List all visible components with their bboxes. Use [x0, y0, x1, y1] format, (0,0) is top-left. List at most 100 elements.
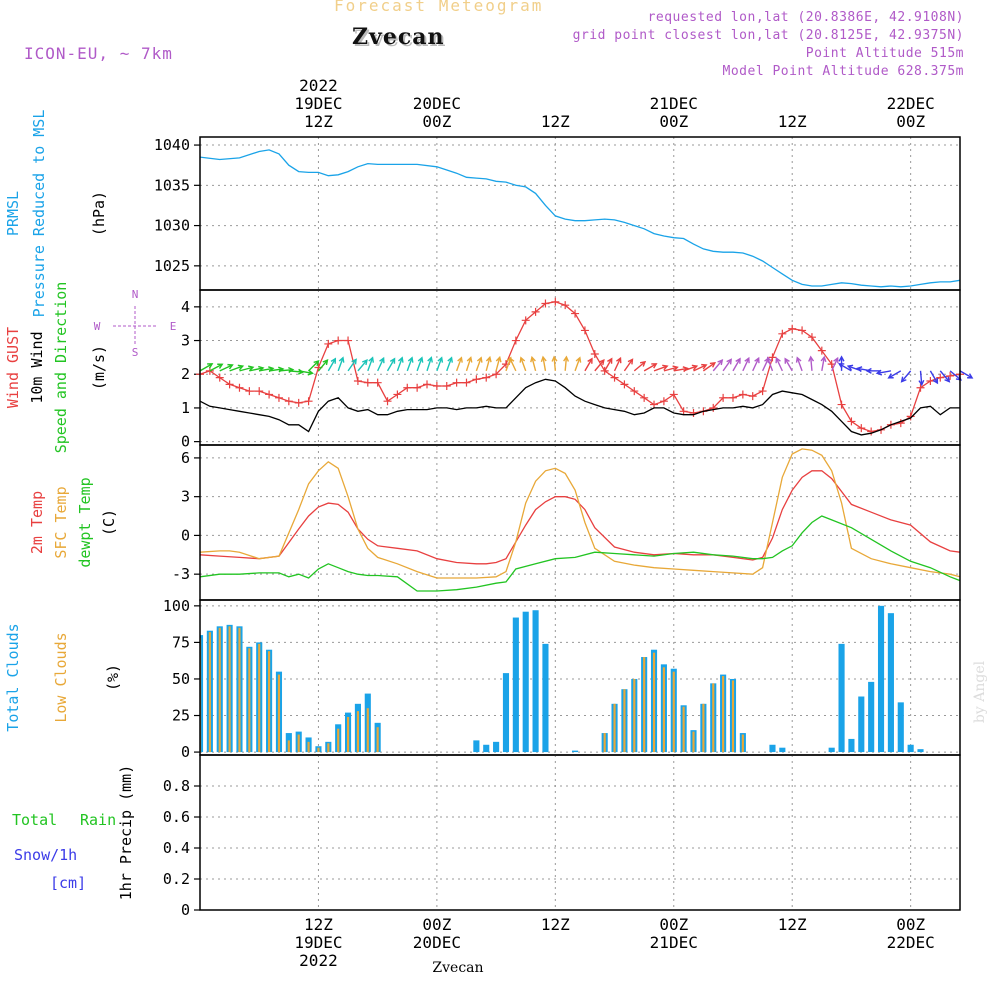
- wind-direction-arrow: [732, 358, 741, 372]
- y-tick-label: 3: [181, 488, 190, 506]
- t2m-line: [200, 470, 960, 565]
- footer-place: Zvecan: [432, 960, 483, 976]
- gust-marker: [768, 353, 777, 362]
- top-time-label: 2022: [299, 76, 338, 95]
- rain-label-a: Total: [12, 811, 57, 829]
- wind-direction-arrow: [673, 367, 688, 372]
- low-cloud-bar: [307, 741, 310, 753]
- wind-arrow-head: [466, 356, 473, 363]
- gust-marker: [580, 326, 589, 335]
- gust-marker: [324, 339, 333, 348]
- y-tick-label: 0.2: [163, 870, 190, 888]
- wind-direction-arrow: [229, 365, 244, 372]
- wind-direction-arrow: [949, 370, 962, 381]
- wind-arrow-head: [875, 369, 883, 376]
- wind-direction-arrow: [574, 357, 581, 372]
- gust-marker: [373, 378, 382, 387]
- wind-direction-arrow: [613, 357, 622, 372]
- wind-direction-arrow: [712, 359, 723, 372]
- low-cloud-bar: [218, 627, 221, 753]
- gust-marker: [403, 383, 412, 392]
- wind-direction-arrow: [810, 356, 813, 371]
- wind-direction-arrow: [939, 370, 950, 383]
- total_clouds-bar: [502, 673, 510, 753]
- gust-marker: [679, 407, 688, 416]
- gust-marker: [225, 380, 234, 389]
- wind-arrow-head: [744, 356, 750, 364]
- top-time-label: 21DEC: [650, 94, 698, 113]
- wind-direction-arrow: [317, 359, 328, 372]
- point-altitude: Point Altitude 515m: [805, 46, 964, 61]
- wind-arrow-head: [775, 356, 781, 364]
- snow-unit-label: [cm]: [50, 874, 86, 892]
- wind-arrow-head: [932, 377, 939, 385]
- gust-marker: [798, 326, 807, 335]
- low-cloud-bar: [297, 734, 300, 753]
- wind-direction-arrow: [775, 357, 783, 372]
- top-time-label: 12Z: [304, 112, 333, 131]
- wind-arrow-head: [627, 358, 634, 365]
- wind-direction-arrow: [509, 357, 517, 372]
- wind-arrow-head: [227, 363, 234, 370]
- y-tick-label: 25: [172, 707, 190, 725]
- wind-direction-arrow: [623, 358, 634, 372]
- model-label: ICON-EU, ~ 7km: [24, 44, 173, 63]
- y-tick-label: 0: [181, 743, 190, 761]
- gust-marker: [946, 371, 955, 380]
- wind-direction-arrow: [796, 357, 803, 372]
- low-cloud-bar: [356, 711, 359, 753]
- low-cloud-bar: [287, 740, 290, 753]
- gust-marker: [383, 397, 392, 406]
- y-unit-label: (C): [100, 509, 118, 536]
- gust-marker: [590, 350, 599, 359]
- gust-marker: [689, 408, 698, 417]
- y-axis-label: Speed and Direction: [52, 282, 70, 454]
- gust-marker: [571, 309, 580, 318]
- gust-marker: [659, 397, 668, 406]
- wind-arrow-head: [207, 363, 214, 369]
- wind-direction-arrow: [416, 357, 423, 372]
- compass-e: E: [170, 320, 177, 333]
- total_clouds-bar: [887, 613, 894, 753]
- gust-marker: [432, 382, 441, 391]
- wind-arrow-head: [900, 376, 907, 383]
- total_clouds-bar: [877, 605, 885, 753]
- wind-direction-arrow: [594, 359, 605, 372]
- wind-direction-arrow: [542, 356, 547, 371]
- y-tick-label: 0.8: [163, 777, 190, 795]
- compass-w: W: [94, 320, 101, 333]
- wind-direction-arrow: [702, 362, 716, 372]
- gust-marker: [541, 299, 550, 308]
- gust-marker: [472, 375, 481, 384]
- low-cloud-bar: [633, 678, 636, 753]
- location-title: Zvecan: [352, 24, 445, 50]
- wind-arrow-head: [587, 357, 593, 364]
- wind-direction-arrow: [767, 357, 774, 372]
- wind-direction-arrow: [929, 370, 938, 384]
- low-cloud-bar: [238, 627, 241, 753]
- wind-direction-arrow: [564, 356, 568, 371]
- gust-marker: [857, 424, 866, 433]
- bottom-time-label: 12Z: [541, 915, 570, 934]
- gust-marker: [847, 417, 856, 426]
- gust-marker: [906, 412, 915, 421]
- total_clouds-bar: [542, 643, 549, 753]
- gust-marker: [600, 366, 609, 375]
- wind-arrow-head: [322, 359, 329, 366]
- wind-direction-arrow: [653, 365, 668, 372]
- snow-label: Snow/1h: [14, 846, 77, 864]
- wind-arrow-head: [351, 358, 357, 365]
- bottom-time-label: 12Z: [778, 915, 807, 934]
- gust-marker: [896, 419, 905, 428]
- wind-direction-arrow: [959, 370, 973, 379]
- low-cloud-bar: [376, 727, 379, 753]
- gust-marker: [265, 390, 274, 399]
- wind-arrow-head: [563, 355, 570, 362]
- y-tick-label: 1030: [154, 217, 190, 235]
- top-time-label: 00Z: [896, 112, 925, 131]
- total_clouds-bar: [483, 744, 490, 753]
- total_clouds-bar: [868, 681, 875, 753]
- wind-arrow-head: [330, 357, 337, 364]
- bottom-time-label: 00Z: [896, 915, 925, 934]
